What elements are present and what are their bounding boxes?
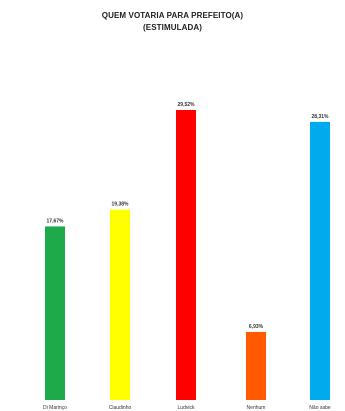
bar-value-label: 6,93% xyxy=(249,324,264,330)
category-label: Nenhum xyxy=(247,405,266,411)
bar-4 xyxy=(246,331,266,400)
category-label: Claudinho xyxy=(109,405,132,411)
bar-2 xyxy=(110,209,130,400)
chart-subtitle: (ESTIMULADA) xyxy=(143,23,202,32)
category-label: Não sabe xyxy=(309,405,331,411)
category-label: Ludvick xyxy=(178,405,195,411)
bar-value-label: 28,31% xyxy=(312,114,330,120)
bar-value-label: 17,67% xyxy=(47,218,65,224)
chart-title: QUEM VOTARIA PARA PREFEITO(A) xyxy=(101,11,244,20)
bar-value-label: 19,38% xyxy=(112,202,130,208)
category-label: Di Marinço xyxy=(43,405,67,411)
bar-5 xyxy=(310,121,330,401)
bar-value-label: 29,52% xyxy=(178,102,196,108)
bar-1 xyxy=(45,226,65,400)
bar-3 xyxy=(176,110,196,400)
